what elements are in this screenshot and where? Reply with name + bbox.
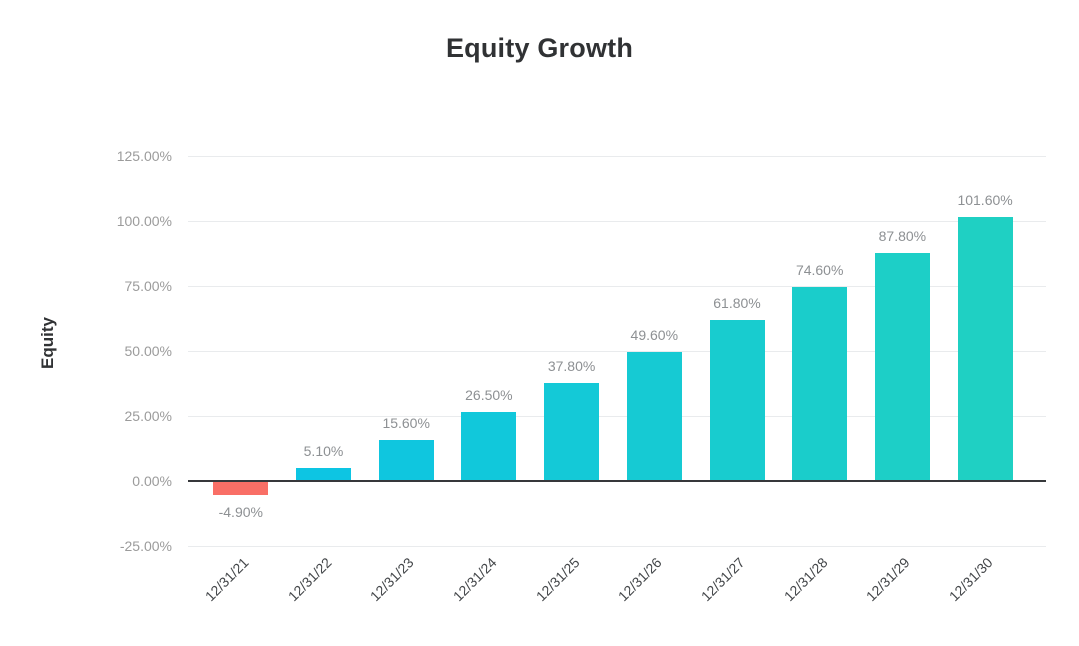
bar-12/31/26: [626, 352, 682, 481]
bar-value-label: 61.80%: [713, 295, 761, 312]
bar-12/31/29: [874, 252, 930, 481]
bar-12/31/23: [378, 440, 434, 481]
y-tick-label: 100.00%: [116, 213, 172, 229]
bar-12/31/30: [957, 216, 1013, 481]
chart-title: Equity Growth: [445, 33, 634, 63]
x-axis-label: 12/31/21: [201, 554, 252, 605]
x-axis-label: 12/31/29: [863, 554, 914, 605]
x-axis-label: 12/31/23: [366, 554, 417, 605]
bar-value-label: 26.50%: [465, 387, 513, 404]
gridline: [188, 285, 1046, 287]
bar-value-label: 15.60%: [382, 415, 430, 432]
x-axis-label: 12/31/27: [697, 554, 748, 605]
y-tick-label: 25.00%: [124, 408, 172, 424]
gridline: [188, 220, 1046, 222]
bar-value-label: 37.80%: [547, 357, 596, 374]
y-tick-label: 75.00%: [124, 278, 172, 294]
bar-value-label: 49.60%: [630, 327, 679, 344]
bar-value-label: 5.10%: [303, 442, 344, 459]
bar-value-label: -4.90%: [218, 503, 263, 520]
y-tick-label: 50.00%: [124, 343, 172, 359]
y-tick-label: 0.00%: [132, 473, 172, 489]
gridline: [188, 350, 1046, 352]
x-axis-label: 12/31/30: [945, 554, 996, 605]
x-axis-label: 12/31/22: [284, 554, 335, 605]
x-axis-zero-line: [188, 480, 1046, 482]
bar-12/31/22: [296, 467, 351, 481]
x-axis-label: 12/31/28: [780, 554, 831, 605]
bar-value-label: 74.60%: [795, 262, 844, 279]
bar-value-label: 87.80%: [878, 227, 927, 244]
gridline: [188, 155, 1046, 157]
x-axis-label: 12/31/25: [532, 554, 583, 605]
x-axis-label: 12/31/26: [615, 554, 665, 605]
bar-value-label: 101.60%: [957, 191, 1013, 208]
x-axis-label: 12/31/24: [449, 554, 500, 605]
gridline: [188, 415, 1046, 417]
bar-12/31/24: [461, 412, 517, 481]
gridline: [188, 545, 1046, 547]
bar-12/31/27: [709, 320, 765, 481]
bar-12/31/21: [213, 482, 269, 495]
y-tick-label: -25.00%: [119, 538, 172, 554]
bar-12/31/28: [792, 287, 848, 481]
bar-12/31/25: [544, 382, 600, 481]
y-tick-label: 125.00%: [116, 148, 172, 164]
